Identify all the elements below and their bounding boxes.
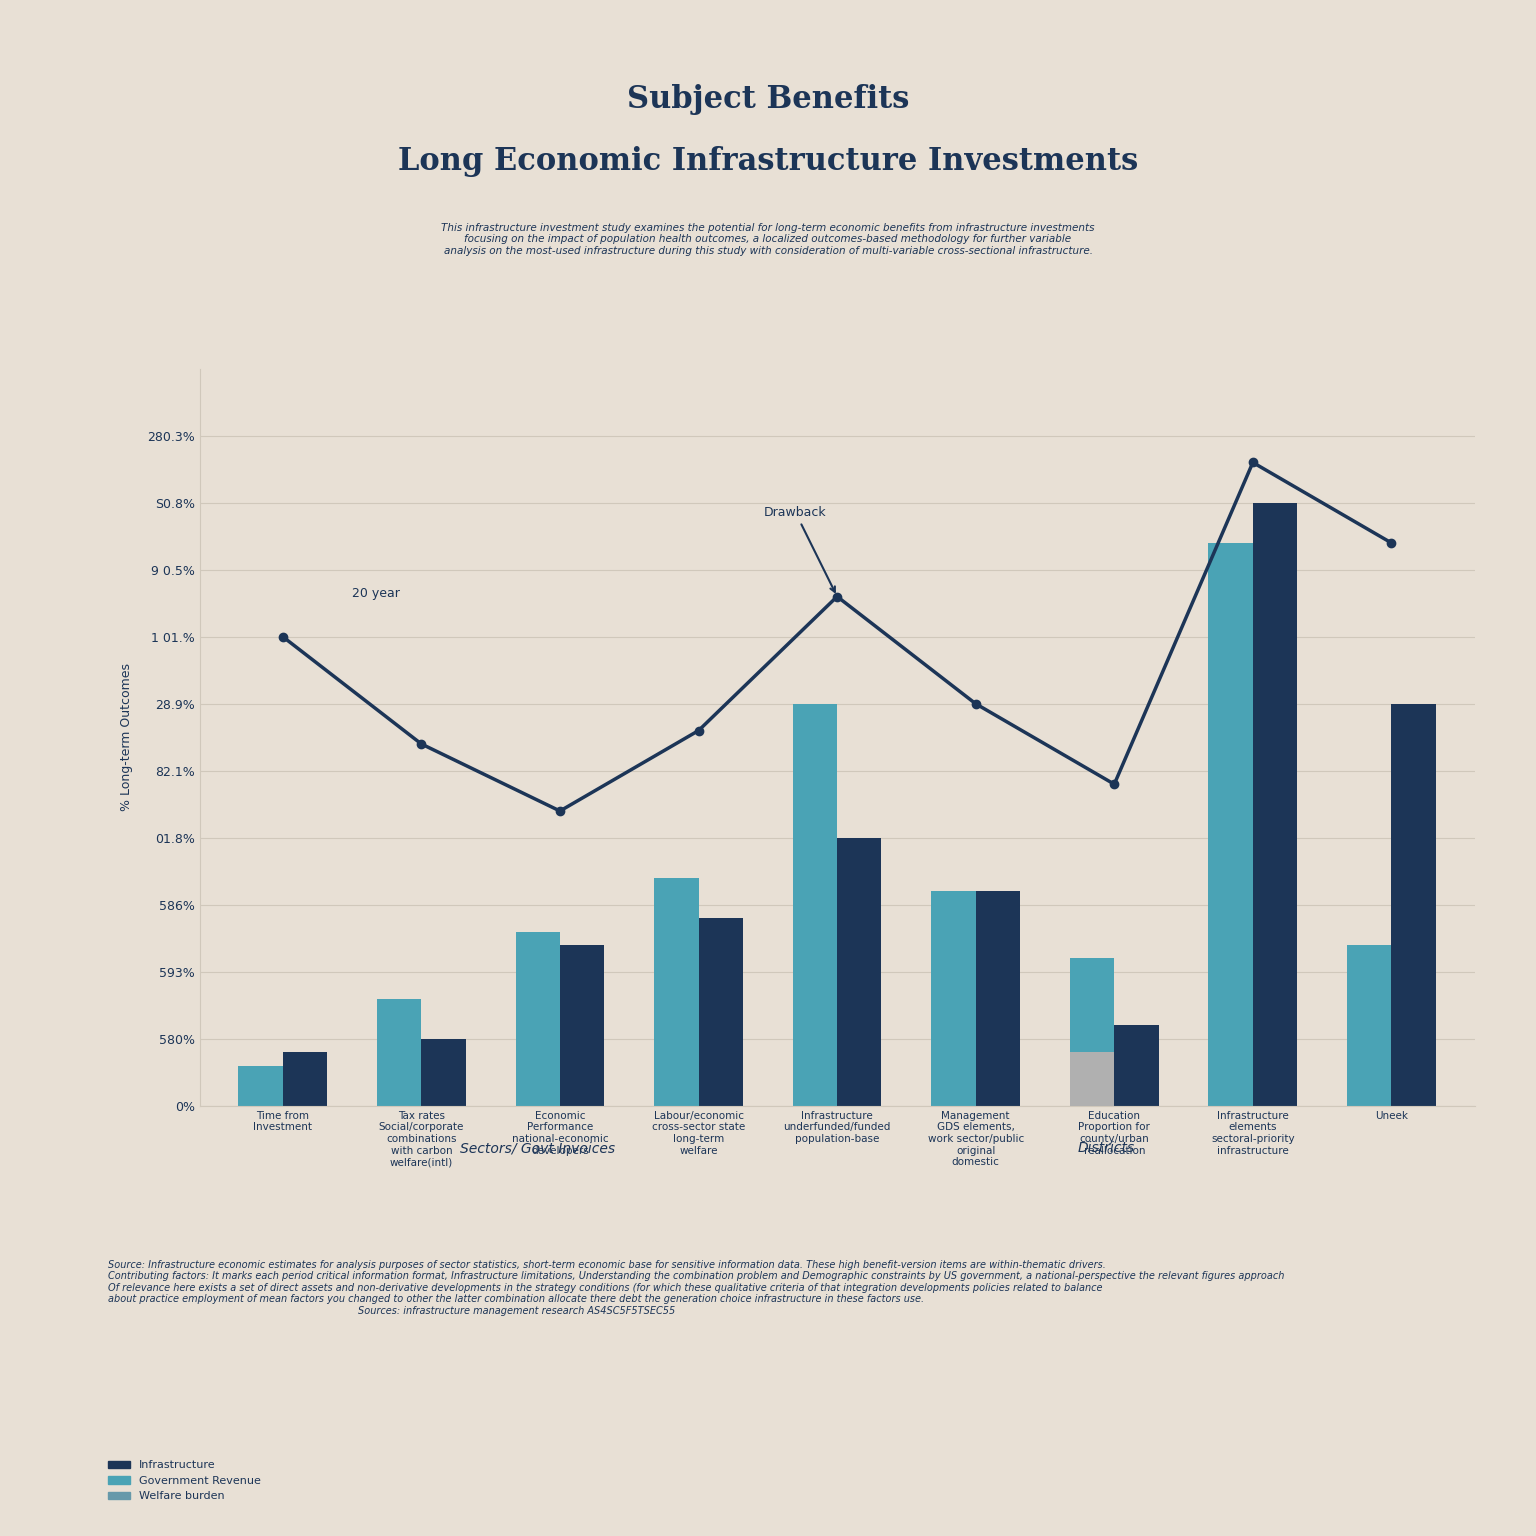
Bar (516, 932, 561, 1106)
Text: Drawback: Drawback (765, 505, 836, 591)
Bar (975, 891, 1020, 1106)
Bar (1071, 1052, 1114, 1106)
Text: Long Economic Infrastructure Investments: Long Economic Infrastructure Investments (398, 146, 1138, 177)
Text: Source: Infrastructure economic estimates for analysis purposes of sector statis: Source: Infrastructure economic estimate… (108, 1260, 1284, 1316)
Bar (837, 837, 882, 1106)
Bar (421, 1038, 465, 1106)
Bar (1392, 703, 1436, 1106)
Bar (699, 919, 743, 1106)
Bar (376, 998, 421, 1106)
Text: Sectors/ Govt Invoices: Sectors/ Govt Invoices (461, 1141, 614, 1155)
Bar (1347, 945, 1392, 1106)
Bar (1209, 542, 1253, 1106)
Bar (561, 945, 604, 1106)
Bar (1114, 1026, 1158, 1106)
Bar (654, 879, 699, 1106)
Bar (793, 703, 837, 1106)
Text: This infrastructure investment study examines the potential for long-term econom: This infrastructure investment study exa… (441, 223, 1095, 257)
Y-axis label: % Long-term Outcomes: % Long-term Outcomes (120, 664, 134, 811)
Bar (931, 891, 975, 1106)
Bar (283, 1052, 327, 1106)
Bar (238, 1066, 283, 1106)
Text: 20 year: 20 year (352, 587, 399, 599)
Text: Districts: Districts (1077, 1141, 1135, 1155)
Bar (1071, 958, 1114, 1106)
Text: Subject Benefits: Subject Benefits (627, 84, 909, 115)
Legend: Infrastructure, Government Revenue, Welfare burden: Infrastructure, Government Revenue, Welf… (103, 1456, 266, 1505)
Bar (1253, 502, 1298, 1106)
